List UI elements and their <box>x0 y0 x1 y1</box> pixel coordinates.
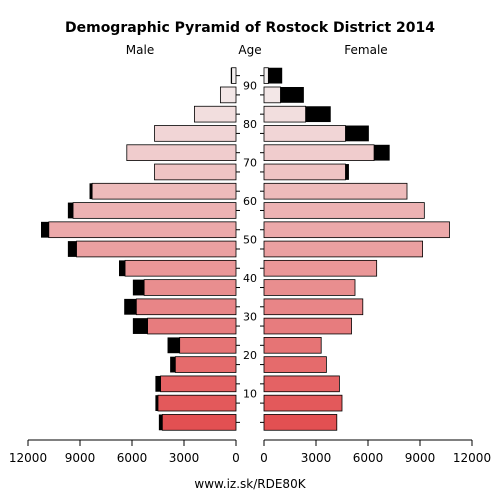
female-bar-80-84 <box>263 105 306 123</box>
male-bar-0-4 <box>161 414 237 431</box>
female-bar-90+ <box>263 67 269 84</box>
age-tick-label: 90 <box>243 79 257 92</box>
male-excess-bar-40-44 <box>119 260 126 277</box>
female-bar-20-24 <box>263 337 322 354</box>
male-bar-80-84 <box>193 105 237 123</box>
male-bar-40-44 <box>124 259 237 277</box>
female-bar-25-29 <box>263 317 352 335</box>
female-x-tick-label: 6000 <box>353 451 384 465</box>
male-x-tick-label: 9000 <box>65 451 96 465</box>
female-bar-75-79 <box>263 125 346 142</box>
female-bar-85-89 <box>263 86 281 104</box>
age-tick-label: 40 <box>243 272 257 285</box>
female-x-tick-label: 3000 <box>301 451 332 465</box>
male-bar-90+ <box>231 67 237 84</box>
male-excess-bar-25-29 <box>132 318 148 334</box>
female-label: Female <box>344 43 387 57</box>
axes: 12000 12000 9000 9000 6000 6000 3000 3000 0 0 10 20… <box>9 75 491 465</box>
male-bar-85-89 <box>219 86 237 104</box>
male-excess-bar-0-4 <box>158 414 163 431</box>
age-tick-label: 30 <box>243 310 257 323</box>
female-bars <box>263 67 450 431</box>
female-excess-bar-85-89 <box>280 86 304 103</box>
male-bar-65-69 <box>154 163 237 181</box>
female-bar-10-14 <box>263 375 340 393</box>
male-excess-bar-45-49 <box>67 241 77 257</box>
female-bar-60-64 <box>263 182 408 200</box>
male-bar-5-9 <box>157 394 237 412</box>
male-bar-75-79 <box>154 125 237 142</box>
male-excess-bar-15-19 <box>170 356 176 373</box>
male-excess-bar-5-9 <box>155 395 158 412</box>
female-bar-45-49 <box>263 240 424 258</box>
female-excess-bar-65-69 <box>345 164 349 180</box>
female-bar-65-69 <box>263 163 346 181</box>
female-excess-bar-90+ <box>268 67 283 84</box>
male-x-tick-label: 0 <box>232 451 240 465</box>
male-excess-bar-30-34 <box>124 298 137 315</box>
female-bar-70-74 <box>263 144 375 161</box>
female-bar-30-34 <box>263 298 364 316</box>
male-excess-bar-60-64 <box>89 183 93 200</box>
female-excess-bar-70-74 <box>374 144 390 161</box>
male-bar-60-64 <box>91 182 237 200</box>
male-bar-35-39 <box>143 279 237 296</box>
female-bar-50-54 <box>263 221 450 239</box>
male-x-tick-label: 6000 <box>117 451 148 465</box>
age-tick-label: 80 <box>243 118 257 131</box>
male-bar-50-54 <box>48 221 237 239</box>
male-x-tick-label: 12000 <box>9 451 47 465</box>
age-label: Age <box>238 43 261 57</box>
age-tick-label: 60 <box>243 195 257 208</box>
female-bar-40-44 <box>263 259 378 277</box>
male-excess-bar-55-59 <box>67 202 74 219</box>
female-bar-55-59 <box>263 202 425 219</box>
male-excess-bar-90+ <box>230 67 232 84</box>
male-excess-bar-10-14 <box>155 375 161 392</box>
male-excess-bar-20-24 <box>167 337 180 354</box>
age-tick-label: 20 <box>243 349 257 362</box>
male-bar-55-59 <box>72 202 237 219</box>
age-tick-label: 50 <box>243 233 257 246</box>
female-excess-bar-80-84 <box>305 106 331 123</box>
female-bar-5-9 <box>263 394 343 412</box>
chart-title: Demographic Pyramid of Rostock District … <box>65 20 435 36</box>
male-bar-70-74 <box>126 144 237 161</box>
male-excess-bar-50-54 <box>41 221 49 238</box>
age-tick-label: 10 <box>243 387 257 400</box>
male-bar-10-14 <box>160 375 237 393</box>
male-bar-25-29 <box>147 317 237 335</box>
female-bar-35-39 <box>263 279 356 296</box>
male-excess-bar-35-39 <box>132 279 145 296</box>
male-bar-20-24 <box>179 337 237 354</box>
male-x-tick-label: 3000 <box>169 451 200 465</box>
female-x-tick-label: 0 <box>260 451 268 465</box>
female-bar-15-19 <box>263 356 327 373</box>
male-bar-45-49 <box>76 240 237 258</box>
footer-source: www.iz.sk/RDE80K <box>194 477 306 491</box>
male-bar-15-19 <box>174 356 237 373</box>
female-x-tick-label: 9000 <box>405 451 436 465</box>
male-label: Male <box>126 43 154 57</box>
male-bars <box>41 67 237 431</box>
male-bar-30-34 <box>135 298 237 316</box>
female-bar-0-4 <box>263 414 338 431</box>
age-tick-label: 70 <box>243 156 257 169</box>
female-x-tick-label: 12000 <box>453 451 491 465</box>
female-excess-bar-75-79 <box>345 125 369 142</box>
